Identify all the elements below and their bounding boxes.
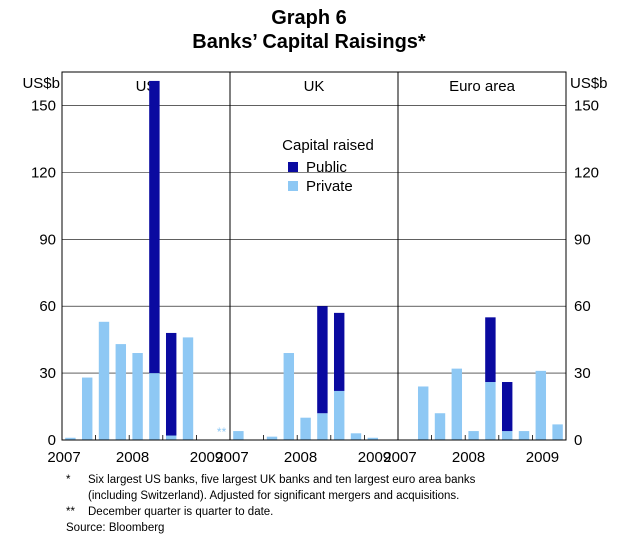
x-tick-label: 2008 — [116, 449, 149, 466]
quarter-to-date-annotation: ** — [553, 425, 563, 439]
bar-private — [149, 373, 160, 440]
bar-private — [283, 353, 295, 440]
bar-private — [165, 435, 177, 440]
legend-label-public: Public — [306, 159, 347, 176]
y-axis-label-right: US$b — [570, 75, 608, 92]
bar-private — [451, 368, 463, 440]
footnote-star-line1: Six largest US banks, five largest UK ba… — [88, 474, 476, 486]
x-tick-label: 2007 — [215, 449, 248, 466]
bar-private — [468, 431, 479, 440]
bar-public — [165, 332, 177, 436]
x-tick-label: 2009 — [358, 449, 391, 466]
bar-public — [149, 80, 160, 374]
x-tick-label: 2007 — [47, 449, 80, 466]
legend-swatch-private — [288, 181, 298, 191]
bar-private — [434, 413, 446, 440]
bar-private — [115, 344, 127, 440]
footnote-dstar-text: December quarter is quarter to date. — [88, 506, 274, 518]
y-tick-label-left: 0 — [48, 432, 56, 449]
bar-private — [81, 377, 93, 440]
footnote-dstar-mark: ** — [66, 506, 75, 518]
chart-subtitle: Banks’ Capital Raisings* — [192, 31, 426, 53]
y-tick-label-right: 0 — [574, 432, 582, 449]
bar-public — [501, 382, 513, 432]
quarter-to-date-annotation: ** — [217, 425, 227, 439]
y-tick-label-right: 90 — [574, 231, 591, 248]
y-tick-label-left: 90 — [39, 231, 56, 248]
bar-private — [417, 386, 429, 440]
y-tick-label-right: 150 — [574, 97, 599, 114]
footnotes: * Six largest US banks, five largest UK … — [66, 472, 475, 536]
bar-private — [182, 337, 194, 440]
bar-public — [485, 317, 496, 383]
bar-private — [485, 382, 496, 440]
bar-private — [518, 431, 530, 440]
x-tick-label: 2009 — [526, 449, 559, 466]
plot-frame — [61, 71, 567, 441]
bar-private — [367, 437, 379, 440]
y-tick-label-left: 60 — [39, 298, 56, 315]
x-tick-label: 2009 — [190, 449, 223, 466]
bar-public — [333, 312, 345, 391]
legend-swatch-public — [288, 162, 298, 172]
bar-private — [132, 353, 143, 440]
x-tick-label: 2008 — [452, 449, 485, 466]
bar-private — [535, 370, 547, 440]
panel-title: UK — [304, 78, 325, 95]
bar-public — [317, 306, 328, 414]
y-tick-label-left: 150 — [31, 97, 56, 114]
bar-private — [350, 433, 362, 440]
bar-private — [65, 437, 76, 440]
panel-title: Euro area — [449, 78, 516, 95]
bar-private — [233, 431, 244, 440]
y-tick-label-right: 120 — [574, 164, 599, 181]
bar-private — [552, 424, 563, 440]
y-tick-label-right: 30 — [574, 365, 591, 382]
bar-private — [501, 431, 513, 440]
y-tick-label-left: 120 — [31, 164, 56, 181]
bar-private — [266, 436, 278, 440]
bar-private — [333, 390, 345, 440]
y-axis-label-left: US$b — [22, 75, 60, 92]
x-tick-label: 2007 — [383, 449, 416, 466]
footnote-star-line2: (including Switzerland). Adjusted for si… — [88, 490, 460, 502]
footnote-source: Source: Bloomberg — [66, 522, 165, 534]
bar-private — [317, 413, 328, 440]
y-tick-label-right: 60 — [574, 298, 591, 315]
legend-title: Capital raised — [282, 137, 374, 154]
x-tick-label: 2008 — [284, 449, 317, 466]
footnote-star-mark: * — [66, 474, 71, 486]
y-tick-label-left: 30 — [39, 365, 56, 382]
legend-label-private: Private — [306, 178, 353, 195]
chart-title: Graph 6 — [271, 7, 347, 29]
bar-private — [98, 321, 110, 440]
bar-private — [300, 417, 311, 440]
